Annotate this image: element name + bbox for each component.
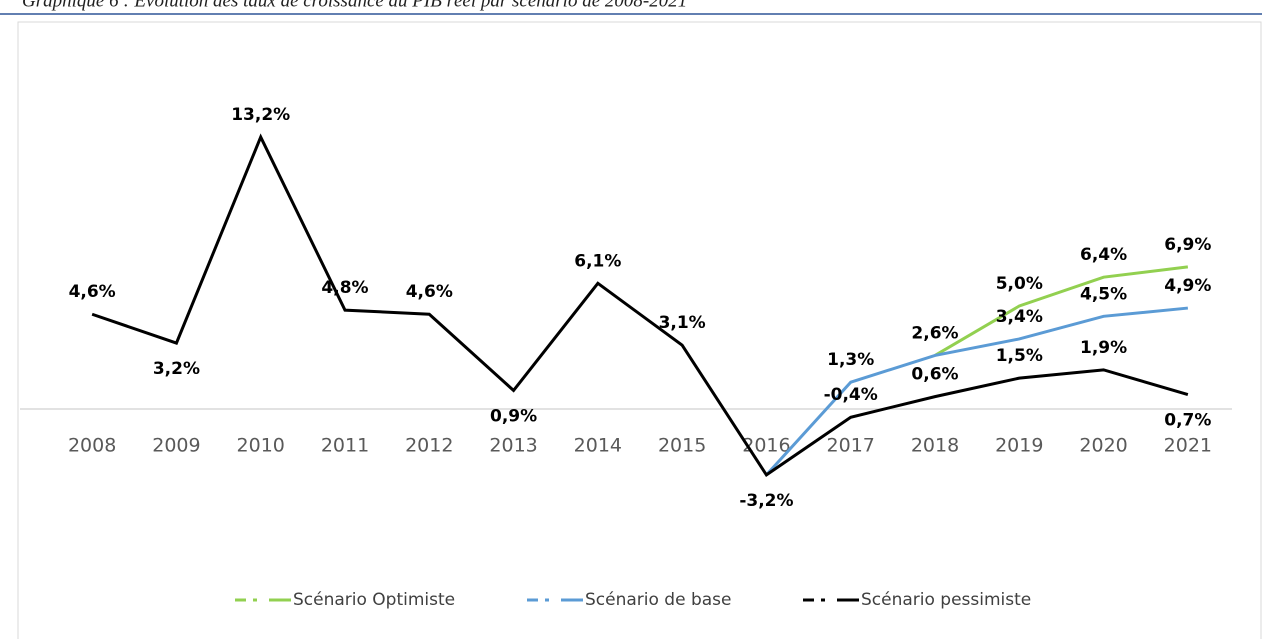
data-label: 4,6% [406,282,453,302]
series-line [934,265,1189,357]
x-tick-label: 2010 [237,435,285,457]
data-label: 3,2% [153,359,200,379]
data-label: 4,9% [1164,276,1211,296]
data-label: 4,8% [321,278,368,298]
x-tick-label: 2015 [658,435,706,457]
data-label: 6,4% [1080,245,1127,265]
data-label: 6,1% [574,251,621,271]
data-label: 4,6% [69,282,116,302]
chart-frame [17,21,1262,639]
data-label: 13,2% [231,105,290,125]
data-label: 3,4% [996,307,1043,327]
legend-label: Scénario Optimiste [293,590,455,610]
data-label: 1,5% [996,346,1043,366]
series-line [91,133,1189,478]
legend-label: Scénario pessimiste [861,590,1031,610]
x-tick-label: 2016 [742,435,790,457]
data-label: 0,7% [1164,411,1211,431]
chart-title: Graphique 6 : Evolution des taux de croi… [22,0,687,11]
legend-label: Scénario de base [585,590,731,610]
data-label: 0,6% [911,365,958,385]
x-tick-label: 2011 [321,435,369,457]
data-label: 1,3% [827,350,874,370]
x-tick-label: 2014 [574,435,622,457]
x-tick-label: 2009 [152,435,200,457]
data-label: 0,9% [490,406,537,426]
data-label: 6,9% [1164,235,1211,255]
data-label: 3,1% [659,313,706,333]
data-label: -3,2% [739,491,793,511]
x-tick-label: 2008 [68,435,116,457]
x-tick-label: 2019 [995,435,1043,457]
series-line [765,306,1189,476]
data-label: 5,0% [996,274,1043,294]
data-label: 1,9% [1080,338,1127,358]
x-tick-label: 2012 [405,435,453,457]
x-tick-label: 2021 [1164,435,1212,457]
data-label: 2,6% [911,323,958,343]
data-label: -0,4% [824,385,878,405]
x-tick-label: 2018 [911,435,959,457]
x-tick-label: 2017 [827,435,875,457]
x-tick-label: 2020 [1079,435,1127,457]
x-tick-label: 2013 [489,435,537,457]
data-label: 4,5% [1080,284,1127,304]
